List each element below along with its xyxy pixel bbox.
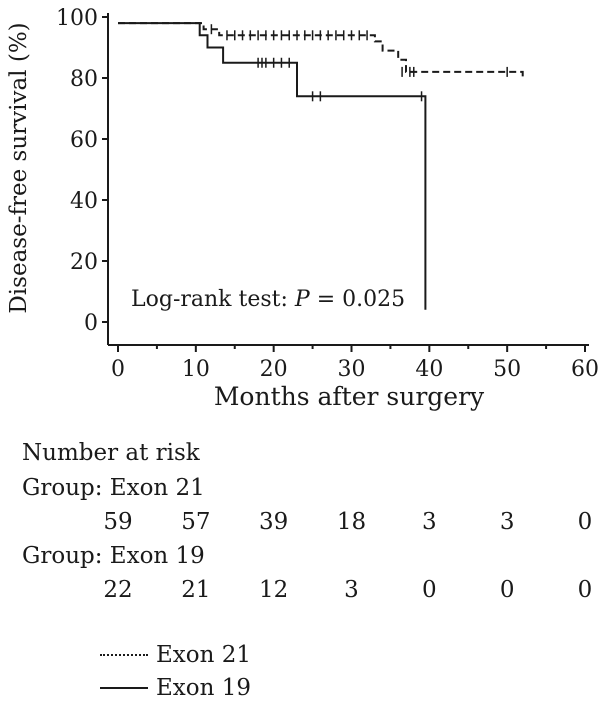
risk-count: 57 [181, 509, 211, 535]
annotation-suffix: = 0.025 [310, 287, 405, 312]
risk-group-label: Group: Exon 19 [22, 543, 205, 569]
x-tick-label: 0 [111, 357, 125, 382]
risk-count: 21 [181, 577, 211, 603]
survival-chart: 0 20 40 60 80 100 0 10 20 30 40 50 60 Disease-free s… [6, 6, 599, 411]
x-tick-label: 10 [182, 357, 210, 382]
risk-count: 3 [344, 577, 359, 603]
x-tick-label: 30 [338, 357, 366, 382]
y-tick-label: 60 [70, 128, 98, 153]
risk-count: 3 [422, 509, 437, 535]
axes: 0 20 40 60 80 100 0 10 20 30 40 50 60 [56, 6, 599, 382]
legend-label: Exon 21 [156, 642, 251, 668]
log-rank-annotation: Log-rank test: P = 0.025 [131, 287, 405, 312]
legend-swatch-dotted [100, 654, 148, 656]
legend-swatch-solid [100, 687, 148, 689]
risk-count: 59 [103, 509, 133, 535]
risk-group-label: Group: Exon 21 [22, 475, 205, 501]
risk-count: 0 [499, 577, 515, 603]
x-tick-label: 40 [415, 357, 443, 382]
legend-label: Exon 19 [156, 675, 251, 701]
y-tick-label: 40 [70, 189, 98, 214]
risk-table-title: Number at risk [22, 440, 200, 466]
risk-count: 0 [577, 577, 593, 603]
risk-count: 3 [499, 509, 515, 535]
series-line-exon-21 [118, 22, 524, 78]
annotation-prefix: Log-rank test: [131, 287, 295, 312]
y-axis-label: Disease-free survival (%) [6, 22, 32, 313]
risk-count: 0 [577, 509, 593, 535]
y-tick-label: 20 [70, 250, 98, 275]
risk-count: 18 [336, 509, 367, 535]
x-tick-label: 20 [260, 357, 288, 382]
x-tick-label: 50 [493, 357, 521, 382]
y-tick-label: 100 [56, 6, 98, 31]
risk-count: 39 [259, 509, 289, 535]
series-line-exon-19 [118, 22, 427, 310]
risk-count: 12 [259, 577, 289, 603]
x-tick-label: 60 [571, 357, 599, 382]
annotation-p: P [294, 287, 311, 312]
risk-count: 22 [103, 577, 133, 603]
legend-item-exon-19: Exon 19 [100, 675, 251, 701]
y-tick-label: 0 [84, 311, 98, 336]
risk-count: 0 [422, 577, 437, 603]
y-tick-label: 80 [70, 67, 98, 92]
plot-area [118, 22, 524, 310]
x-axis-label: Months after surgery [214, 382, 485, 411]
legend-item-exon-21: Exon 21 [100, 642, 251, 668]
